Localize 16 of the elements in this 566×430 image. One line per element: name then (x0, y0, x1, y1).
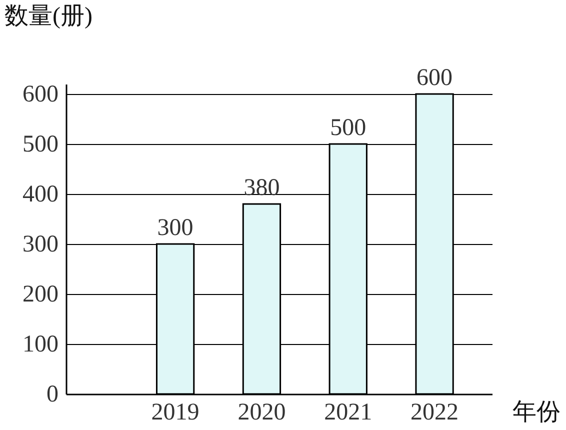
y-axis-title: 数量(册) (4, 4, 92, 30)
data-label: 300 (157, 215, 194, 241)
y-tick-label: 300 (22, 232, 58, 258)
x-tick-label: 2019 (151, 400, 200, 426)
y-tick-label: 100 (22, 332, 58, 358)
x-tick-label: 2022 (410, 400, 459, 426)
x-tick-label: 2021 (324, 400, 372, 426)
y-tick-label: 400 (22, 182, 58, 208)
y-tick-label: 0 (46, 382, 58, 408)
x-axis-title: 年份 (512, 400, 560, 426)
x-tick-label: 2020 (238, 400, 286, 426)
data-label: 500 (330, 115, 366, 141)
y-tick-label: 200 (22, 282, 58, 308)
y-tick-label: 600 (22, 82, 58, 108)
data-label: 600 (416, 65, 453, 91)
y-tick-label: 500 (22, 132, 58, 158)
